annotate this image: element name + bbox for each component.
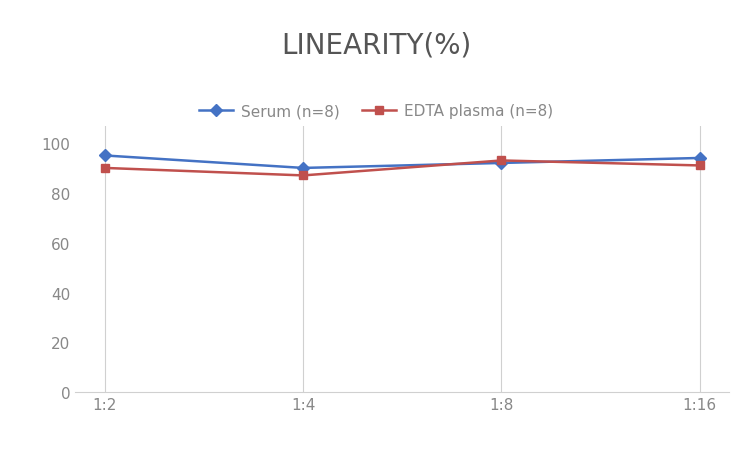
Legend: Serum (n=8), EDTA plasma (n=8): Serum (n=8), EDTA plasma (n=8) bbox=[193, 98, 559, 125]
Serum (n=8) bbox=[101, 153, 110, 159]
Text: LINEARITY(%): LINEARITY(%) bbox=[281, 32, 471, 60]
Line: Serum (n=8): Serum (n=8) bbox=[101, 152, 704, 173]
Serum (n=8) bbox=[497, 161, 506, 166]
Serum (n=8) bbox=[695, 156, 704, 161]
EDTA plasma (n=8) bbox=[497, 158, 506, 164]
EDTA plasma (n=8) bbox=[101, 166, 110, 171]
EDTA plasma (n=8) bbox=[299, 173, 308, 179]
Serum (n=8) bbox=[299, 166, 308, 171]
Line: EDTA plasma (n=8): EDTA plasma (n=8) bbox=[101, 157, 704, 180]
EDTA plasma (n=8) bbox=[695, 163, 704, 169]
